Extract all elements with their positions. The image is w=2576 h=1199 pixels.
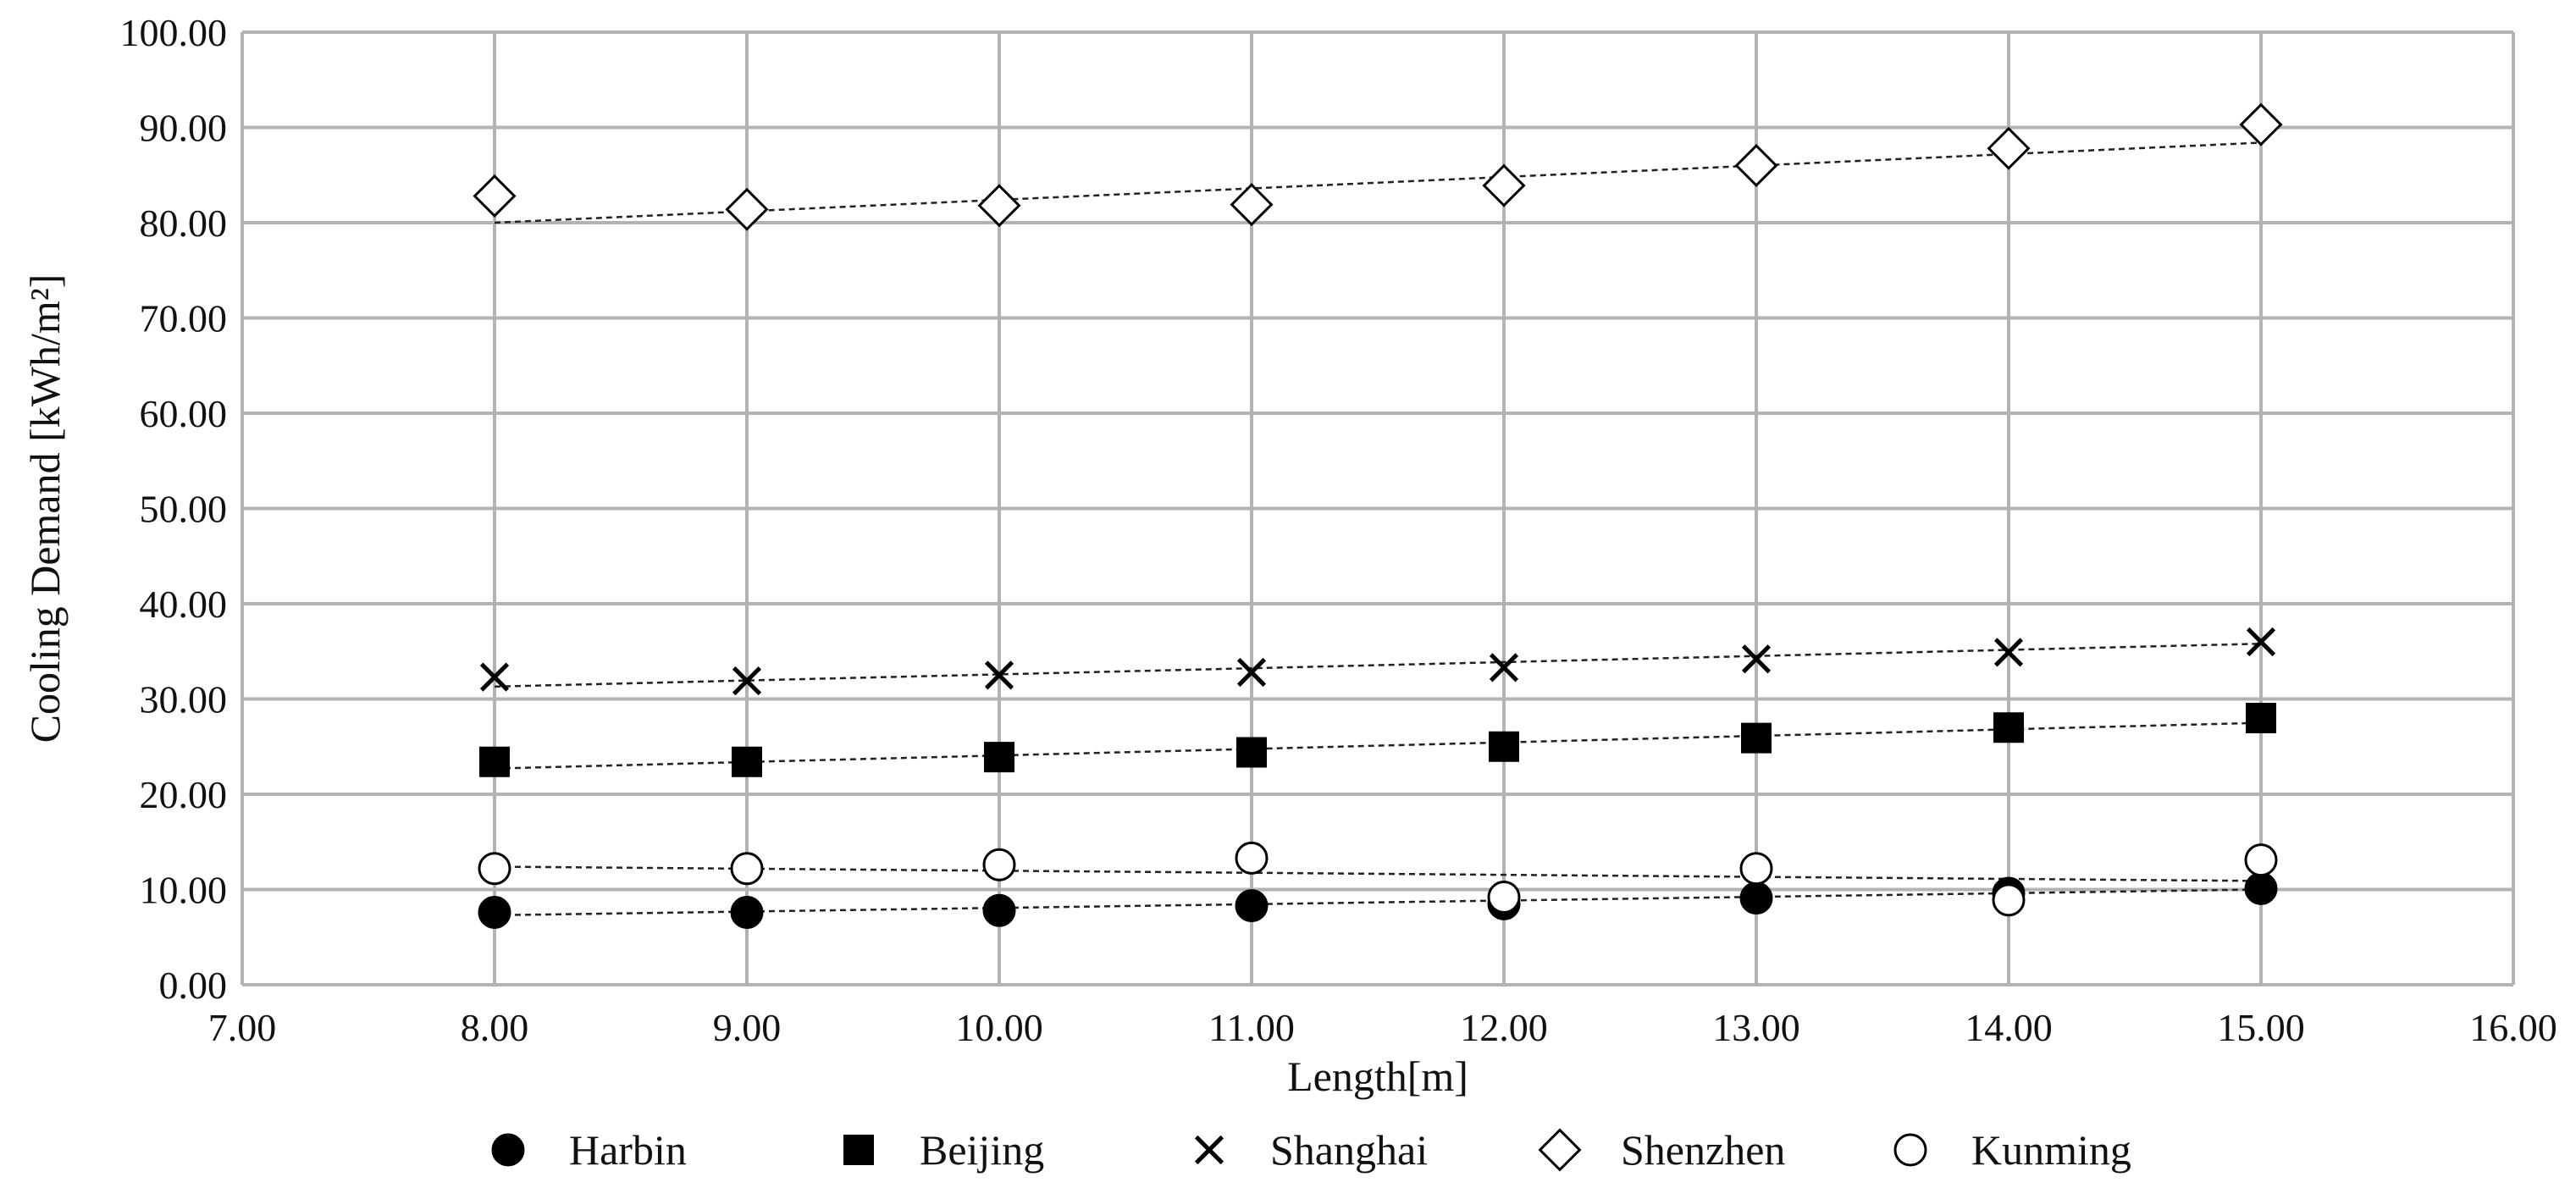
beijing-point <box>479 746 510 777</box>
x-tick-label: 8.00 <box>461 1006 529 1049</box>
y-tick-label: 0.00 <box>159 964 228 1007</box>
grid <box>240 30 2515 986</box>
x-tick-label: 13.00 <box>1712 1006 1800 1049</box>
shenzhen-point <box>1987 126 2031 170</box>
shanghai-point <box>1993 638 2024 667</box>
x-tick-label: 7.00 <box>208 1006 277 1049</box>
data-points <box>473 102 2283 929</box>
harbin-point <box>730 896 764 929</box>
shanghai-point <box>984 660 1014 690</box>
harbin-point <box>982 893 1016 927</box>
harbin-point <box>478 896 511 929</box>
kunming-point <box>1235 841 1269 875</box>
y-tick-label: 30.00 <box>140 678 228 721</box>
beijing-point <box>732 746 762 777</box>
shanghai-point-stroke <box>479 662 510 692</box>
y-tick-label: 90.00 <box>140 107 228 150</box>
shanghai-point <box>1236 657 1267 688</box>
shenzhen-point <box>473 174 517 218</box>
shanghai-point <box>2246 627 2276 657</box>
shenzhen-point <box>2239 102 2283 146</box>
shanghai-point-stroke <box>984 660 1014 690</box>
trendlines <box>494 141 2262 917</box>
y-tick-label: 60.00 <box>140 392 228 435</box>
x-tick-label: 14.00 <box>1965 1006 2053 1049</box>
shanghai-point <box>479 662 510 692</box>
shanghai-point <box>1489 653 1519 682</box>
kunming-point <box>1487 881 1521 914</box>
legend-marker-kunming <box>1893 1133 1927 1167</box>
shanghai-point-stroke <box>2246 627 2276 657</box>
shanghai-point-stroke <box>1489 653 1519 682</box>
y-tick-label: 70.00 <box>140 297 228 340</box>
beijing-point <box>2246 703 2276 733</box>
kunming-point <box>2244 843 2278 877</box>
shanghai-point-stroke <box>1741 644 1772 674</box>
x-axis-title: Length[m] <box>1287 1053 1468 1100</box>
x-tick-label: 16.00 <box>2469 1006 2557 1049</box>
legend-label-beijing: Beijing <box>920 1126 1044 1174</box>
y-axis-title: Cooling Demand [kWh/m²] <box>21 274 69 743</box>
harbin-point <box>1739 881 1773 915</box>
legend-marker-harbin <box>491 1133 525 1167</box>
legend-label-shanghai: Shanghai <box>1270 1126 1428 1174</box>
harbin-point <box>1235 889 1269 923</box>
y-tick-label: 20.00 <box>140 773 228 816</box>
kunming-point <box>982 848 1016 881</box>
harbin-point <box>2244 871 2278 905</box>
x-tick-label: 12.00 <box>1460 1006 1548 1049</box>
shanghai-point-stroke <box>1236 657 1267 688</box>
shenzhen-trendline <box>494 141 2262 224</box>
legend-marker-beijing <box>843 1135 874 1165</box>
shenzhen-point <box>1734 143 1778 188</box>
shenzhen-point <box>725 187 769 231</box>
x-tick-label: 9.00 <box>713 1006 782 1049</box>
x-tick-label: 10.00 <box>955 1006 1043 1049</box>
legend-label-shenzhen: Shenzhen <box>1621 1126 1785 1174</box>
y-tick-label: 80.00 <box>140 202 228 245</box>
beijing-point <box>984 742 1014 773</box>
x-tick-label: 15.00 <box>2217 1006 2305 1049</box>
x-tick-label: 11.00 <box>1208 1006 1295 1049</box>
kunming-point <box>1992 883 2026 917</box>
y-tick-label: 10.00 <box>140 869 228 912</box>
kunming-point <box>1739 852 1773 886</box>
beijing-point <box>1993 712 2024 743</box>
beijing-point <box>1741 722 1772 754</box>
beijing-point <box>1489 731 1519 762</box>
legend: Harbin Beijing Shanghai Shenzhen Kunming <box>491 1126 2131 1174</box>
y-tick-label: 40.00 <box>140 583 228 626</box>
kunming-point <box>478 852 511 886</box>
shenzhen-point <box>977 184 1021 228</box>
shenzhen-point <box>1482 163 1526 207</box>
shanghai-point-stroke <box>1993 638 2024 667</box>
y-tick-label: 100.00 <box>120 11 228 54</box>
legend-label-harbin: Harbin <box>569 1126 687 1174</box>
shenzhen-point <box>1230 183 1274 227</box>
legend-label-kunming: Kunming <box>1971 1126 2131 1174</box>
shanghai-point <box>732 666 762 696</box>
y-tick-label: 50.00 <box>140 488 228 531</box>
legend-marker-shanghai-stroke <box>1194 1135 1224 1165</box>
legend-marker-shenzhen <box>1538 1128 1582 1172</box>
tick-labels: 0.00 10.00 20.00 30.00 40.00 50.00 60.00 70.00 8… <box>120 11 2557 1049</box>
legend-marker-shanghai <box>1194 1135 1224 1165</box>
beijing-point <box>1236 737 1267 768</box>
kunming-point <box>730 852 764 886</box>
shanghai-point-stroke <box>732 666 762 696</box>
shanghai-point <box>1741 644 1772 674</box>
